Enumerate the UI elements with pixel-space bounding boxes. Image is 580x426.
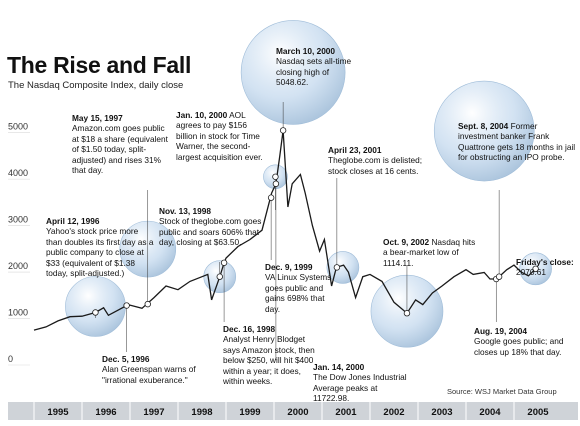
annotation-text: Nasdaq sets all-time closing high of 504… bbox=[276, 56, 352, 88]
highlight-point bbox=[333, 264, 341, 271]
annotation-aol-time-warner: Jan. 10, 2000 AOL agrees to pay $156 bil… bbox=[176, 110, 268, 162]
highlight-point bbox=[220, 259, 228, 266]
annotation-va-linux: Dec. 9, 1999 VA Linux Systems goes publi… bbox=[265, 262, 337, 314]
annotation-date: March 10, 2000 bbox=[276, 46, 336, 56]
annotation-date: May 15, 1997 bbox=[72, 113, 123, 123]
annotation-blodget: Dec. 16, 1998 Analyst Henry Blodget says… bbox=[223, 324, 315, 386]
y-tick-label: 4000 bbox=[8, 168, 28, 178]
highlight-point bbox=[123, 302, 130, 309]
annotation-text: Theglobe.com is delisted; stock closes a… bbox=[328, 155, 423, 176]
x-tick-label: 1997 bbox=[143, 407, 164, 418]
annotation-date: April 12, 1996 bbox=[46, 216, 100, 226]
annotation-dow-peak: Jan. 14, 2000 The Dow Jones Industrial A… bbox=[313, 362, 413, 404]
chart-title: The Rise and Fall bbox=[7, 52, 192, 78]
highlight-point bbox=[495, 273, 503, 280]
annotation-text: Stock of theglobe.com goes public and so… bbox=[159, 216, 262, 248]
decorative-bubble bbox=[433, 80, 535, 182]
annotation-date: Oct. 9, 2002 bbox=[383, 237, 430, 247]
annotation-date: Dec. 5, 1996 bbox=[102, 354, 150, 364]
highlight-point bbox=[216, 273, 223, 280]
x-tick-label: 2002 bbox=[383, 407, 404, 418]
source-note: Source: WSJ Market Data Group bbox=[447, 387, 557, 396]
annotation-date: Aug. 19, 2004 bbox=[474, 326, 528, 336]
highlight-point bbox=[267, 194, 275, 201]
y-tick-label: 3000 bbox=[8, 215, 28, 225]
y-tick-label: 5000 bbox=[8, 122, 28, 132]
annotation-theglobe-ipo: Nov. 13, 1998 Stock of theglobe.com goes… bbox=[159, 206, 269, 248]
x-tick-label: 1996 bbox=[95, 407, 116, 418]
highlight-point bbox=[403, 310, 411, 317]
annotation-yahoo-ipo: April 12, 1996 Yahoo's stock price more … bbox=[46, 216, 154, 278]
annotation-date: Sept. 8, 2004 bbox=[458, 121, 509, 131]
annotation-date: Jan. 14, 2000 bbox=[313, 362, 365, 372]
annotation-text: Nasdaq hits a bear-market low of 1114.11… bbox=[383, 237, 476, 268]
x-tick-label: 1995 bbox=[47, 407, 69, 418]
annotation-text: Former investment banker Frank Quattrone… bbox=[458, 121, 576, 163]
annotation-date: Friday's close: bbox=[516, 257, 574, 267]
decorative-bubble bbox=[65, 276, 126, 337]
y-tick-label: 0 bbox=[8, 354, 13, 364]
y-tick-label: 2000 bbox=[8, 261, 28, 271]
highlight-point bbox=[272, 180, 280, 187]
nasdaq-series-line bbox=[33, 130, 537, 331]
annotation-text: AOL agrees to pay $156 billion in stock … bbox=[176, 110, 263, 162]
x-tick-label: 1999 bbox=[239, 407, 260, 418]
annotation-date: Nov. 13, 1998 bbox=[159, 206, 211, 216]
highlight-point bbox=[279, 127, 287, 134]
highlight-point bbox=[144, 300, 151, 308]
annotation-date: Jan. 10, 2000 bbox=[176, 110, 228, 120]
annotation-text: Analyst Henry Blodget says Amazon stock,… bbox=[223, 334, 315, 387]
annotation-value: 2070.61 bbox=[516, 267, 546, 278]
x-tick-label: 2003 bbox=[431, 407, 452, 418]
annotation-text: Yahoo's stock price more than doubles it… bbox=[46, 226, 154, 279]
x-axis-band bbox=[8, 402, 578, 420]
annotation-date: April 23, 2001 bbox=[328, 145, 382, 155]
annotation-text: Alan Greenspan warns of "irrational exub… bbox=[102, 364, 196, 385]
annotation-amazon-ipo: May 15, 1997 Amazon.com goes public at $… bbox=[72, 113, 172, 175]
decorative-bubble bbox=[240, 20, 346, 125]
chart-subtitle: The Nasdaq Composite Index, daily close bbox=[8, 80, 184, 91]
annotation-date: Dec. 9, 1999 bbox=[265, 262, 313, 272]
highlight-point bbox=[92, 309, 99, 316]
x-tick-label: 2001 bbox=[335, 407, 357, 418]
annotation-text: VA Linux Systems goes public and gains 6… bbox=[265, 272, 332, 314]
highlight-point bbox=[272, 173, 279, 180]
annotation-greenspan: Dec. 5, 1996 Alan Greenspan warns of "ir… bbox=[102, 354, 198, 385]
x-tick-label: 2004 bbox=[479, 407, 501, 418]
annotation-theglobe-delisted: April 23, 2001 Theglobe.com is delisted;… bbox=[328, 145, 424, 176]
annotation-google-ipo: Aug. 19, 2004 Google goes public; and cl… bbox=[474, 326, 578, 357]
x-tick-label: 2005 bbox=[527, 407, 549, 418]
annotation-quattrone: Sept. 8, 2004 Former investment banker F… bbox=[458, 121, 576, 163]
annotation-date: Dec. 16, 1998 bbox=[223, 324, 276, 334]
annotation-friday-close: Friday's close: 2070.61 bbox=[516, 257, 580, 278]
annotation-text: The Dow Jones Industrial Average peaks a… bbox=[313, 372, 407, 404]
y-tick-label: 1000 bbox=[8, 308, 28, 318]
x-tick-label: 1998 bbox=[191, 407, 212, 418]
annotation-text: Google goes public; and closes up 18% th… bbox=[474, 336, 564, 357]
highlight-point bbox=[532, 265, 539, 273]
annotation-bear-market-low: Oct. 9, 2002 Nasdaq hits a bear-market l… bbox=[383, 237, 477, 268]
x-tick-label: 2000 bbox=[287, 407, 308, 418]
annotation-nasdaq-peak: March 10, 2000 Nasdaq sets all-time clos… bbox=[276, 46, 356, 88]
annotation-text: Amazon.com goes public at $18 a share (e… bbox=[72, 123, 168, 176]
